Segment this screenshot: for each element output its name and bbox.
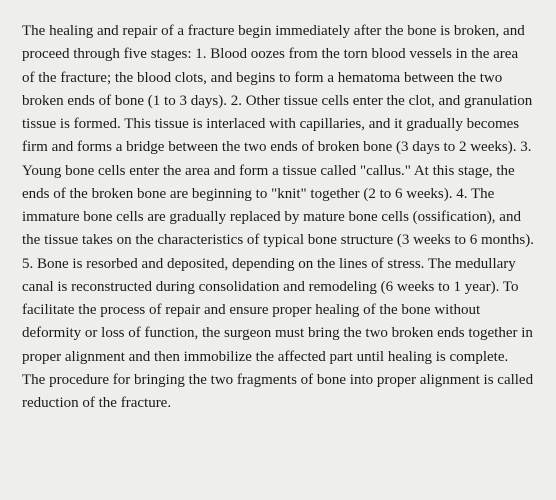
document-body: The healing and repair of a fracture beg… <box>22 20 534 415</box>
